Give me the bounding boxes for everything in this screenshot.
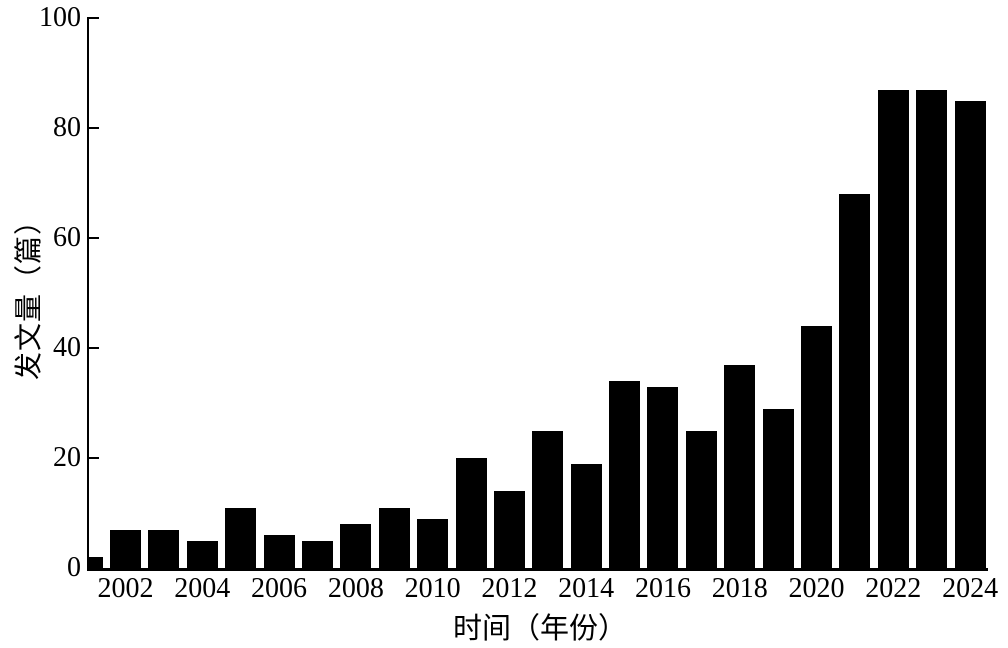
- x-tick-label-2012: 2012: [481, 573, 538, 604]
- x-tick-label-2004: 2004: [174, 573, 231, 604]
- bar-2009: [378, 507, 410, 568]
- bar-2023: [916, 89, 948, 568]
- bar-2005: [225, 507, 257, 568]
- x-tick-label-2016: 2016: [634, 573, 691, 604]
- bar-2013: [532, 430, 564, 568]
- bar-2008: [340, 524, 372, 568]
- x-axis-title: 时间（年份）: [452, 613, 627, 645]
- y-axis-title: 发文量（篇）: [14, 206, 45, 381]
- y-tick-mark-0: [89, 566, 99, 570]
- bar-2012: [493, 491, 525, 568]
- bar-2021: [839, 194, 871, 568]
- x-tick-label-2024: 2024: [942, 573, 999, 604]
- y-axis: [86, 16, 90, 571]
- y-tick-label-60: 60: [53, 222, 81, 253]
- bar-2006: [263, 535, 295, 568]
- y-tick-label-80: 80: [53, 112, 81, 143]
- y-tick-label-0: 0: [67, 552, 81, 583]
- y-tick-mark-20: [89, 456, 99, 460]
- bar-2020: [801, 326, 832, 568]
- x-tick-label-2018: 2018: [711, 573, 768, 604]
- bar-2022: [877, 89, 909, 568]
- bar-2014: [570, 463, 602, 568]
- x-tick-label-2002: 2002: [97, 573, 154, 604]
- x-tick-label-2008: 2008: [327, 573, 384, 604]
- x-axis: [86, 568, 988, 571]
- x-tick-label-2020: 2020: [788, 573, 845, 604]
- bar-2016: [647, 386, 679, 568]
- bar-2018: [724, 364, 756, 568]
- y-tick-mark-40: [89, 346, 99, 350]
- bar-2015: [609, 381, 641, 568]
- bar-2001: [87, 557, 103, 568]
- y-tick-label-20: 20: [53, 442, 81, 473]
- bar-2024: [954, 100, 986, 568]
- bar-2017: [685, 430, 717, 568]
- x-tick-label-2014: 2014: [558, 573, 615, 604]
- y-tick-mark-60: [89, 236, 99, 240]
- bar-2011: [455, 458, 487, 568]
- y-tick-mark-80: [89, 126, 99, 130]
- y-tick-mark-100: [89, 16, 99, 20]
- x-tick-label-2006: 2006: [251, 573, 308, 604]
- y-tick-label-40: 40: [53, 332, 81, 363]
- bar-2019: [762, 408, 794, 568]
- bar-2002: [109, 529, 141, 568]
- bar-2003: [148, 529, 180, 568]
- x-tick-label-2022: 2022: [865, 573, 922, 604]
- bar-2010: [417, 518, 449, 568]
- y-tick-label-100: 100: [39, 2, 81, 33]
- x-tick-label-2010: 2010: [404, 573, 461, 604]
- bar-2007: [301, 540, 333, 568]
- bar-2004: [186, 540, 218, 568]
